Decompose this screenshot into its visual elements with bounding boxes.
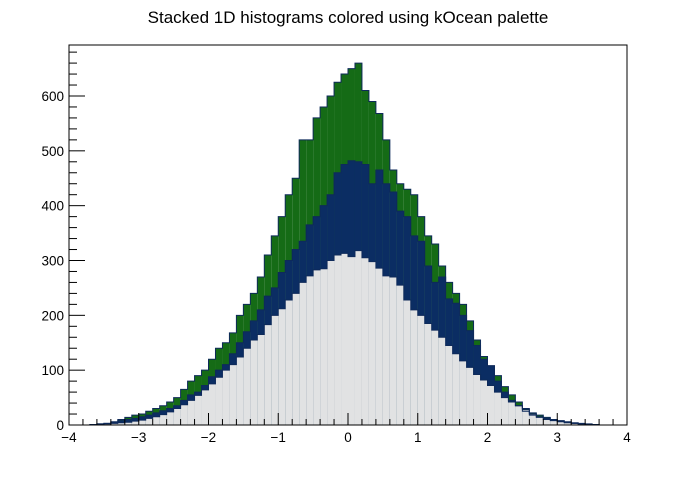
bar-bottom-layer xyxy=(180,404,188,425)
bar-bottom-layer xyxy=(215,377,223,425)
bar-bottom-layer xyxy=(438,337,446,425)
bar-bottom-layer xyxy=(187,400,195,425)
x-tick-label: 0 xyxy=(344,430,352,445)
bar-bottom-layer xyxy=(208,383,216,425)
x-tick-label: 4 xyxy=(623,430,631,445)
bar-bottom-layer xyxy=(522,409,530,425)
bar-bottom-layer xyxy=(410,309,418,425)
bar-bottom-layer xyxy=(361,257,369,425)
bar-bottom-layer xyxy=(445,345,453,425)
y-tick-label: 600 xyxy=(41,89,64,104)
bar-bottom-layer xyxy=(431,330,439,425)
x-tick-label: −2 xyxy=(201,430,216,445)
bar-bottom-layer xyxy=(306,275,314,425)
bar-bottom-layer xyxy=(571,423,579,425)
bar-bottom-layer xyxy=(494,392,502,425)
bar-bottom-layer xyxy=(389,276,397,425)
bar-bottom-layer xyxy=(480,380,488,425)
bar-bottom-layer xyxy=(501,397,509,425)
bar-bottom-layer xyxy=(222,370,230,425)
bar-bottom-layer xyxy=(529,414,537,425)
y-tick-label: 0 xyxy=(56,418,64,433)
bar-bottom-layer xyxy=(396,285,404,425)
bar-bottom-layer xyxy=(320,268,328,425)
bar-bottom-layer xyxy=(166,411,174,425)
bar-bottom-layer xyxy=(124,422,132,425)
y-tick-label: 400 xyxy=(41,199,64,214)
bar-bottom-layer xyxy=(536,416,544,425)
bar-bottom-layer xyxy=(145,418,153,425)
bar-bottom-layer xyxy=(264,324,272,425)
bar-bottom-layer xyxy=(508,401,516,425)
bar-bottom-layer xyxy=(299,282,307,425)
bar-bottom-layer xyxy=(250,340,258,425)
axes: −4 −3 −2 −1 0 1 2 3 4 0 100 200 300 400 500 600 xyxy=(41,44,631,445)
bar-bottom-layer xyxy=(285,299,293,425)
bar-bottom-layer xyxy=(313,269,321,425)
bar-bottom-layer xyxy=(557,421,565,425)
bar-bottom-layer xyxy=(403,299,411,425)
x-tick-label: −4 xyxy=(61,430,77,445)
bar-bottom-layer xyxy=(173,408,181,425)
bar-bottom-layer xyxy=(354,250,362,425)
bar-bottom-layer xyxy=(487,385,495,425)
chart-title: Stacked 1D histograms colored using kOce… xyxy=(148,8,549,27)
bar-bottom-layer xyxy=(278,308,286,425)
y-tick-label: 500 xyxy=(41,144,64,159)
bar-bottom-layer xyxy=(117,422,125,425)
bar-bottom-layer xyxy=(138,420,146,425)
bar-bottom-layer xyxy=(368,261,376,425)
bar-bottom-layer xyxy=(424,323,432,425)
bar-bottom-layer xyxy=(341,253,348,425)
bar-bottom-layer xyxy=(417,315,425,425)
bar-bottom-layer xyxy=(131,421,139,425)
outline-top xyxy=(69,62,627,426)
histogram-outlines xyxy=(69,62,627,426)
bar-bottom-layer xyxy=(194,395,202,425)
bar-bottom-layer xyxy=(466,367,474,425)
x-tick-label: −3 xyxy=(131,430,146,445)
bar-bottom-layer xyxy=(201,389,209,425)
bar-bottom-layer xyxy=(110,423,118,425)
bar-bottom-layer xyxy=(243,348,251,425)
bar-bottom-layer xyxy=(543,419,551,425)
x-tick-label: 2 xyxy=(484,430,492,445)
bar-bottom-layer xyxy=(327,260,335,425)
bar-bottom-layer xyxy=(473,374,481,425)
bar-bottom-layer xyxy=(159,414,167,425)
bar-bottom-layer xyxy=(375,268,383,425)
bar-bottom-layer xyxy=(334,255,342,425)
bar-bottom-layer xyxy=(578,423,586,425)
x-tick-label: 1 xyxy=(414,430,422,445)
bar-bottom-layer xyxy=(550,420,558,425)
bar-bottom-layer xyxy=(152,416,160,425)
bar-bottom-layer xyxy=(564,422,572,425)
bar-bottom-layer xyxy=(229,364,237,425)
bar-bottom-layer xyxy=(292,293,300,425)
bar-bottom-layers xyxy=(89,250,600,425)
bar-bottom-layer xyxy=(382,275,390,425)
y-tick-label: 200 xyxy=(41,308,64,323)
bar-bottom-layer xyxy=(348,256,355,425)
bar-bottom-layer xyxy=(236,357,244,425)
bar-bottom-layer xyxy=(459,360,467,425)
bar-bottom-layer xyxy=(103,423,111,425)
bar-bottom-layer xyxy=(257,334,265,425)
x-tick-label: −1 xyxy=(271,430,286,445)
x-tick-label: 3 xyxy=(553,430,561,445)
bar-bottom-layer xyxy=(515,405,523,425)
y-tick-label: 100 xyxy=(41,363,64,378)
bar-bottom-layer xyxy=(452,353,460,425)
bar-bottom-layer xyxy=(271,315,279,425)
y-tick-label: 300 xyxy=(41,253,64,268)
histogram-bars xyxy=(69,62,627,426)
